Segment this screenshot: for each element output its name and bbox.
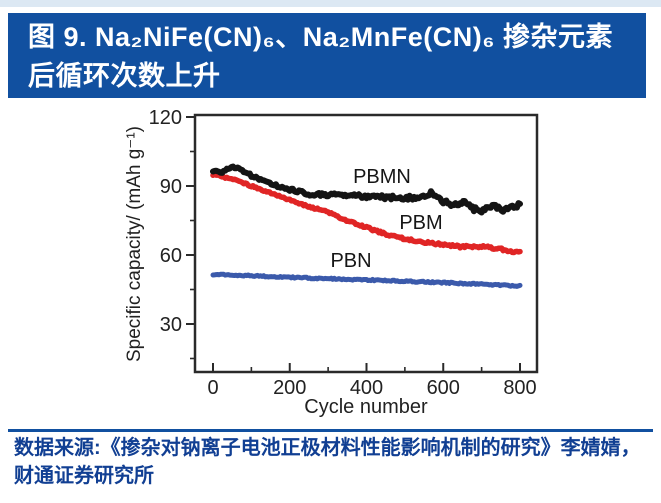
series-lines — [210, 163, 523, 289]
series-label-pbm: PBM — [399, 212, 442, 234]
series-line-pbn — [210, 271, 523, 289]
plot-background — [195, 115, 537, 372]
x-tick-label: 400 — [350, 377, 383, 399]
series-line-pbmn — [210, 163, 523, 216]
x-tick-label: 800 — [503, 377, 536, 399]
y-tick-label: 120 — [149, 107, 182, 129]
y-tick-label: 60 — [160, 245, 182, 267]
title-bar: 图 9. Na₂NiFe(CN)₆、Na₂MnFe(CN)₆ 掺杂元素 后循环次… — [8, 13, 646, 98]
x-axis-title: Cycle number — [304, 396, 428, 418]
series-label-pbmn: PBMN — [353, 166, 411, 188]
x-tick-label: 0 — [207, 377, 218, 399]
x-tick-label: 600 — [427, 377, 460, 399]
y-tick-label: 90 — [160, 176, 182, 198]
y-axis-title: Specific capacity/ (mAh g⁻¹) — [124, 126, 145, 362]
capacity-cycle-chart: 30 60 90 120 0 200 400 600 800 Specific capacity… — [124, 107, 539, 418]
footer-text: 数据来源:《掺杂对钠离子电池正极材料性能影响机制的研究》李婧婧， 财通证券研究所 — [14, 434, 654, 490]
x-tick-label: 200 — [273, 377, 306, 399]
axis-ticks: 30 60 90 120 0 200 400 600 800 — [149, 107, 537, 399]
series-line-pbm — [210, 171, 523, 256]
figure-title-line1: 图 9. Na₂NiFe(CN)₆、Na₂MnFe(CN)₆ 掺杂元素 — [28, 22, 614, 52]
footer-divider — [8, 429, 653, 432]
page-top-strip — [0, 0, 661, 7]
data-source-line1: 数据来源:《掺杂对钠离子电池正极材料性能影响机制的研究》李婧婧， — [14, 437, 641, 459]
y-tick-label: 30 — [160, 314, 182, 336]
series-label-pbn: PBN — [330, 250, 371, 272]
figure-title-line2: 后循环次数上升 — [28, 61, 221, 91]
data-source-line2: 财通证券研究所 — [14, 465, 154, 487]
